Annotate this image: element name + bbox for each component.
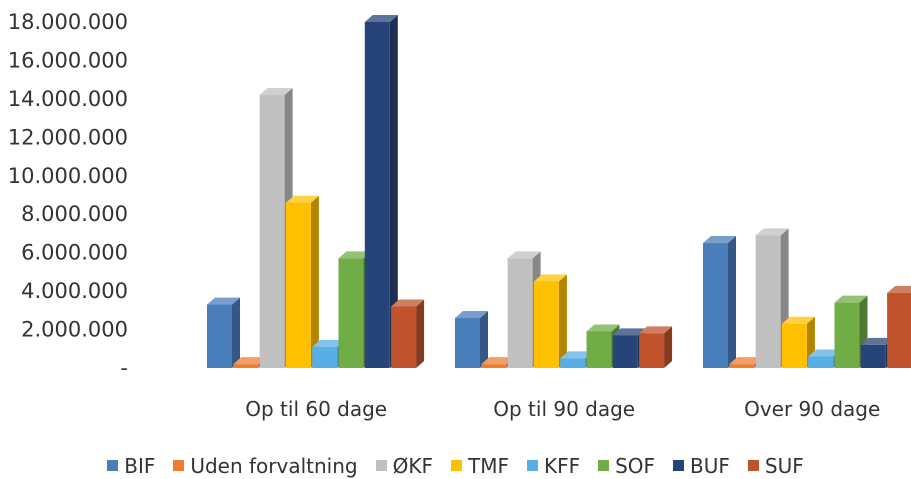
legend-label: Uden forvaltning xyxy=(190,453,358,478)
legend: BIF Uden forvaltning ØKF TMF KFF SOF BUF SUF xyxy=(0,452,911,479)
legend-item: SOF xyxy=(598,454,655,478)
legend-item: KFF xyxy=(526,453,581,478)
bar xyxy=(533,274,567,368)
y-tick-label: 12.000.000 xyxy=(8,125,128,149)
y-tick-label: 8.000.000 xyxy=(21,202,128,226)
legend-swatch xyxy=(375,460,387,471)
bar xyxy=(639,326,673,368)
y-tick-label: 6.000.000 xyxy=(21,241,128,265)
legend-swatch xyxy=(526,460,538,471)
y-tick-label: 18.000.000 xyxy=(8,10,128,34)
legend-label: BUF xyxy=(690,453,730,478)
bars xyxy=(207,15,911,369)
legend-item: BUF xyxy=(673,454,730,478)
y-axis: 18.000.000 16.000.000 14.000.000 12.000.000… xyxy=(8,10,128,380)
x-category-label: Op til 90 dage xyxy=(493,397,635,421)
legend-item: Uden forvaltning xyxy=(173,453,358,478)
legend-swatch xyxy=(450,460,462,471)
bar xyxy=(391,299,425,368)
chart: 18.000.000 16.000.000 14.000.000 12.000.000… xyxy=(8,10,911,421)
y-tick-label: - xyxy=(120,356,128,380)
bar xyxy=(207,297,240,368)
y-tick-label: 2.000.000 xyxy=(21,318,128,342)
legend-item: SUF xyxy=(747,453,804,478)
legend-label: TMF xyxy=(467,453,509,478)
bar xyxy=(364,15,398,368)
legend-label: ØKF xyxy=(392,453,433,478)
legend-item: BIF xyxy=(107,454,155,478)
x-category-label: Over 90 dage xyxy=(744,397,880,421)
y-tick-label: 16.000.000 xyxy=(8,48,128,72)
x-axis: Op til 60 dage Op til 90 dage Over 90 dage xyxy=(245,397,880,421)
bar xyxy=(703,236,736,368)
legend-label: SUF xyxy=(764,453,804,478)
legend-label: KFF xyxy=(543,453,581,478)
legend-swatch xyxy=(747,460,759,471)
y-tick-label: 10.000.000 xyxy=(8,164,128,188)
legend-swatch xyxy=(673,460,685,471)
legend-swatch xyxy=(598,460,610,471)
y-tick-label: 14.000.000 xyxy=(8,87,128,111)
legend-swatch xyxy=(107,460,119,471)
y-tick-label: 4.000.000 xyxy=(21,279,128,303)
legend-swatch xyxy=(173,460,185,471)
bar xyxy=(285,195,319,368)
legend-item: ØKF xyxy=(375,453,433,478)
bar xyxy=(455,311,488,368)
x-category-label: Op til 60 dage xyxy=(245,397,387,421)
legend-item: TMF xyxy=(450,453,509,478)
bar xyxy=(887,286,911,368)
legend-label: BIF xyxy=(124,453,156,478)
bar xyxy=(781,316,815,368)
legend-label: SOF xyxy=(615,453,656,478)
